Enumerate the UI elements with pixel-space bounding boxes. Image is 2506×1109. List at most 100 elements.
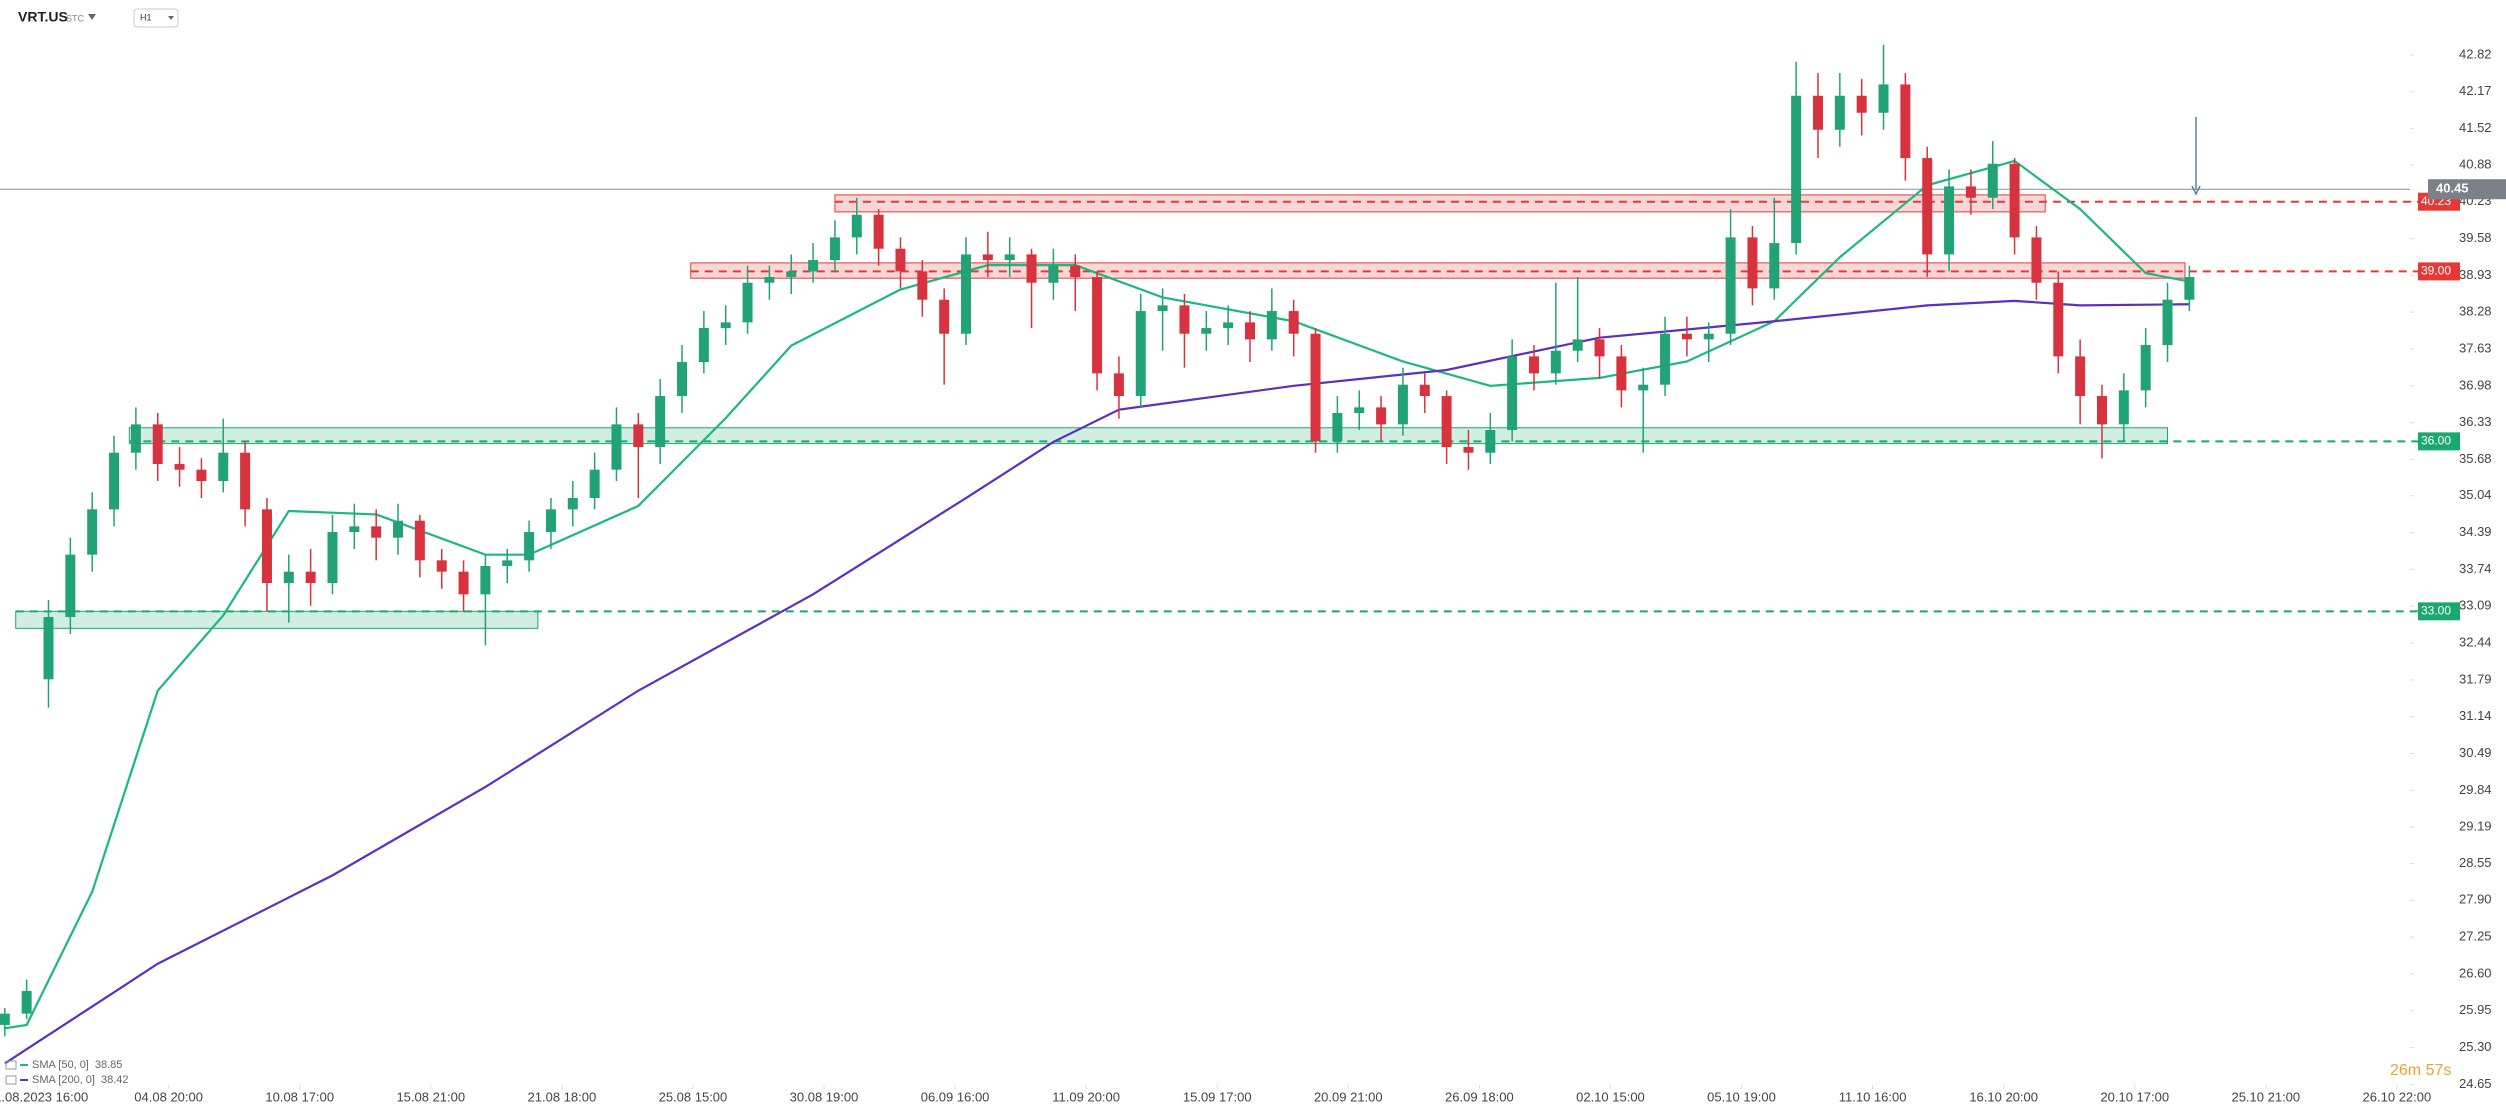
candle-body	[1070, 265, 1081, 278]
candle-body	[829, 237, 840, 261]
candle-body	[655, 396, 666, 448]
legend-icons	[5, 1060, 17, 1085]
candle-body	[2096, 396, 2107, 425]
x-tick-label: 11.09 20:00	[1052, 1089, 1120, 1104]
candle-body	[1550, 350, 1561, 374]
y-tick-label: 30.49	[2459, 745, 2492, 760]
candle-body	[130, 424, 141, 453]
y-tick-label: 26.60	[2459, 965, 2492, 980]
candle-body	[1594, 339, 1605, 357]
plot: 42.8242.1741.5240.8840.2339.5838.9338.28…	[0, 44, 2506, 1104]
candle-body	[524, 532, 535, 561]
candle-body	[1769, 243, 1780, 289]
candle-body	[2162, 299, 2173, 346]
candle-body	[1288, 311, 1299, 334]
candle-body	[1660, 333, 1671, 385]
zone	[834, 194, 2046, 213]
candle-body	[1878, 84, 1889, 113]
y-tick-label: 24.65	[2459, 1076, 2492, 1091]
candle-body	[1900, 84, 1911, 159]
y-tick-label: 35.04	[2459, 487, 2492, 502]
level-label: 36.00	[2421, 434, 2451, 448]
candle-body	[240, 452, 251, 510]
y-tick-label: 27.90	[2459, 892, 2492, 907]
candle-body	[43, 617, 54, 680]
candle-body	[1507, 356, 1518, 431]
candle-body	[283, 571, 294, 584]
candle-body	[677, 362, 688, 397]
interval-arrow	[168, 16, 174, 20]
y-tick-label: 32.44	[2459, 635, 2492, 650]
interval-selector[interactable]	[133, 8, 179, 28]
candle-body	[1834, 95, 1845, 130]
y-tick-label: 42.82	[2459, 46, 2492, 61]
candle-body	[502, 560, 513, 567]
candle-body	[1419, 384, 1430, 397]
y-tick-label: 42.17	[2459, 83, 2492, 98]
candle-body	[1572, 339, 1583, 351]
sma-line	[4, 299, 2190, 1065]
candle-body	[349, 526, 360, 533]
candle-body	[327, 532, 338, 584]
exchange: STC	[66, 13, 85, 23]
candle-body	[65, 554, 76, 618]
x-tick-label: 25.10 21:00	[2231, 1089, 2300, 1104]
candle-body	[1747, 237, 1758, 289]
y-tick-label: 40.88	[2459, 156, 2492, 171]
legend-name: SMA [50, 0]	[32, 1059, 89, 1071]
candle-body	[1922, 158, 1933, 255]
candle-body	[720, 322, 731, 329]
candle-body	[633, 424, 644, 448]
y-tick-label: 41.52	[2459, 120, 2492, 135]
level-label: 33.00	[2421, 604, 2451, 618]
y-tick-label: 38.28	[2459, 304, 2492, 319]
candle-body	[873, 214, 884, 249]
y-tick-label: 35.68	[2459, 451, 2492, 466]
candle-body	[2053, 282, 2064, 357]
y-tick-label: 33.09	[2459, 598, 2492, 613]
candle-body	[1354, 407, 1365, 414]
symbol-dropdown[interactable]	[88, 14, 96, 20]
y-tick-label: 36.33	[2459, 414, 2492, 429]
candle-body	[1485, 430, 1496, 453]
candle-body	[1441, 396, 1452, 448]
level-label: 39.00	[2421, 264, 2451, 278]
candle-body	[1528, 356, 1539, 374]
x-tick-label: 11.10 16:00	[1839, 1089, 1907, 1104]
candle-body	[480, 566, 491, 595]
candle-body	[371, 526, 382, 538]
x-tick-label: 01.08.2023 16:00	[0, 1089, 88, 1104]
last-price-label: 40.45	[2436, 181, 2469, 196]
candle-body	[895, 248, 906, 272]
x-tick-label: 10.08 17:00	[265, 1089, 334, 1104]
zone	[15, 610, 539, 629]
x-tick-label: 20.10 17:00	[2100, 1089, 2169, 1104]
candle-body	[2184, 277, 2195, 300]
candle-body	[1004, 254, 1015, 261]
candle-body	[851, 214, 862, 238]
last-price-box	[2428, 179, 2506, 200]
y-tick-label: 38.93	[2459, 267, 2492, 282]
interval: H1	[140, 12, 152, 22]
x-tick-label: 02.10 15:00	[1576, 1089, 1645, 1104]
countdown: 26m 57s	[2390, 1062, 2451, 1079]
y-tick-label: 34.39	[2459, 524, 2492, 539]
x-tick-label: 26.09 18:00	[1445, 1089, 1514, 1104]
candle-body	[1463, 447, 1474, 453]
candle-body	[1987, 163, 1998, 198]
y-tick-label: 39.58	[2459, 230, 2492, 245]
y-tick-label: 33.74	[2459, 561, 2492, 576]
candle-body	[808, 260, 819, 272]
candle-body	[393, 520, 404, 538]
candle-body	[1638, 384, 1649, 391]
candle-body	[305, 571, 316, 584]
candle-body	[458, 571, 469, 595]
x-tick-label: 04.08 20:00	[134, 1089, 203, 1104]
candle-body	[196, 469, 207, 482]
candle-body	[1026, 254, 1037, 283]
y-tick-label: 25.95	[2459, 1002, 2492, 1017]
candle-body	[1223, 322, 1234, 329]
candle-body	[698, 328, 709, 363]
candle-body	[152, 424, 163, 465]
